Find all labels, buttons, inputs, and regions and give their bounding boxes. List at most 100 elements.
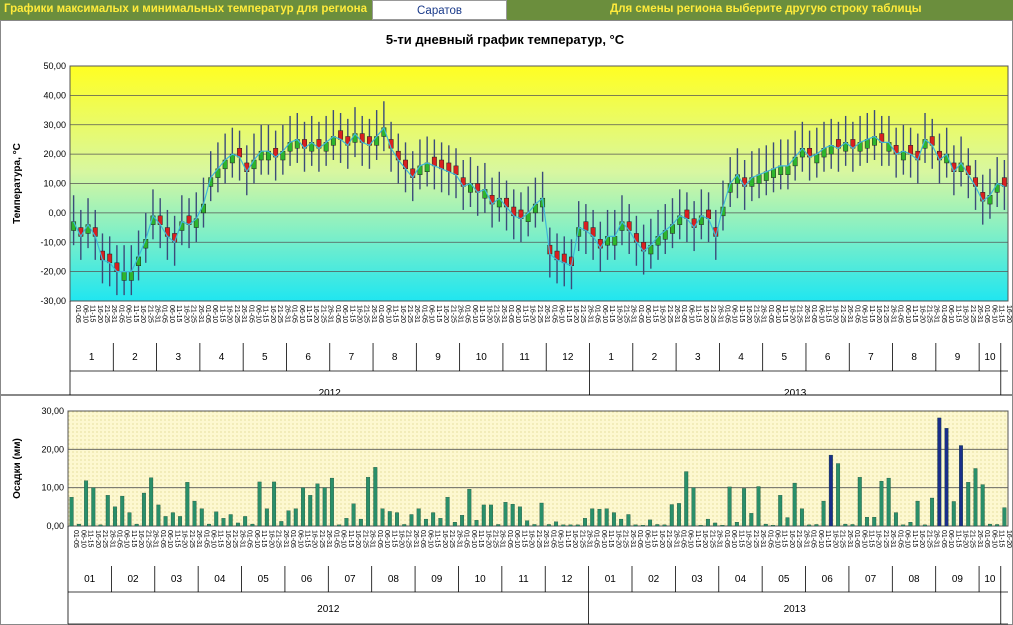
- day-label: 16-20: [1005, 305, 1012, 323]
- precip-bar: [178, 516, 183, 527]
- precip-bar: [951, 501, 956, 527]
- day-label: 11-15: [651, 530, 658, 547]
- month-label: 8: [911, 352, 917, 363]
- day-label: 21-25: [103, 305, 110, 323]
- day-label: 26-31: [802, 530, 809, 548]
- region-cell[interactable]: Саратов: [372, 0, 507, 20]
- day-label: 06-10: [384, 305, 391, 323]
- day-label: 11-15: [694, 530, 701, 547]
- month-label: 01: [84, 574, 96, 585]
- month-label: 07: [344, 574, 356, 585]
- precip-bar: [973, 468, 978, 527]
- precip-bar: [778, 495, 783, 527]
- day-label: 26-31: [759, 530, 766, 548]
- y-tick-label: 30,00: [43, 120, 66, 130]
- day-label: 01-05: [896, 530, 903, 548]
- day-label: 11-15: [738, 305, 745, 322]
- day-label: 06-10: [990, 305, 997, 323]
- month-label: 5: [262, 352, 268, 363]
- day-label: 21-25: [882, 305, 889, 323]
- precip-bar: [662, 524, 667, 527]
- precip-bar: [995, 524, 1000, 527]
- day-label: 16-20: [962, 530, 969, 548]
- candle-body: [431, 156, 437, 167]
- candle-body: [107, 253, 113, 264]
- day-label: 06-10: [904, 530, 911, 548]
- precip-bar: [257, 481, 262, 527]
- precip-bar: [937, 417, 942, 527]
- day-label: 16-20: [312, 305, 319, 323]
- candle-body: [453, 165, 459, 175]
- day-label: 11-15: [781, 305, 788, 322]
- precip-bar: [583, 518, 587, 527]
- day-label: 11-15: [262, 305, 269, 322]
- precip-bar: [843, 523, 848, 527]
- day-label: 06-10: [644, 305, 651, 323]
- month-label: 9: [435, 352, 441, 363]
- y-axis-label: Осадки (мм): [12, 438, 23, 499]
- day-label: 26-31: [933, 305, 940, 323]
- day-label: 01-05: [637, 305, 644, 323]
- day-label: 01-05: [289, 530, 296, 548]
- day-label: 26-31: [976, 530, 983, 548]
- day-label: 21-25: [752, 305, 759, 323]
- month-label: 06: [301, 574, 313, 585]
- candle-body: [612, 236, 618, 246]
- month-label: 02: [128, 574, 140, 585]
- candle-body: [778, 165, 784, 175]
- precip-bar: [836, 463, 841, 527]
- day-label: 21-25: [275, 530, 282, 548]
- candle-body: [439, 159, 445, 170]
- precip-bar: [980, 484, 985, 527]
- precip-bar: [510, 504, 515, 527]
- day-label: 26-31: [499, 530, 506, 548]
- candle-body: [128, 271, 134, 281]
- day-label: 11-15: [348, 305, 355, 322]
- day-label: 21-25: [318, 530, 325, 548]
- day-label: 01-05: [940, 305, 947, 323]
- day-label: 01-05: [940, 530, 947, 548]
- day-label: 26-31: [110, 305, 117, 323]
- precip-bar: [452, 522, 457, 527]
- day-label: 26-31: [673, 305, 680, 323]
- day-label: 01-05: [464, 305, 471, 323]
- day-label: 26-31: [412, 530, 419, 548]
- candle-body: [136, 256, 141, 266]
- day-label: 01-05: [506, 530, 513, 548]
- day-label: 16-20: [962, 305, 969, 323]
- day-label: 11-15: [434, 530, 441, 547]
- day-label: 16-20: [529, 305, 536, 323]
- day-label: 21-25: [144, 530, 151, 548]
- day-label: 11-15: [695, 305, 702, 322]
- day-label: 01-05: [680, 305, 687, 323]
- day-label: 21-25: [796, 305, 803, 323]
- day-label: 06-10: [817, 530, 824, 548]
- day-label: 11-15: [130, 530, 137, 547]
- precip-bar: [525, 520, 530, 527]
- day-label: 11-15: [998, 305, 1005, 322]
- day-label: 16-20: [701, 530, 708, 548]
- day-label: 21-25: [233, 305, 240, 323]
- day-label: 26-31: [629, 530, 636, 548]
- candle-body: [460, 177, 466, 187]
- precip-bar: [944, 428, 949, 527]
- precip-bar: [163, 516, 168, 527]
- precip-bar: [214, 511, 219, 527]
- day-label: 06-10: [123, 530, 130, 548]
- day-label: 11-15: [305, 305, 312, 322]
- day-label: 21-25: [405, 530, 412, 548]
- day-label: 21-25: [361, 530, 368, 548]
- day-label: 16-20: [398, 530, 405, 548]
- day-label: 26-31: [716, 530, 723, 548]
- day-label: 06-10: [166, 530, 173, 548]
- precip-bar: [329, 477, 334, 527]
- precip-bar: [633, 524, 638, 527]
- precip-bar: [250, 523, 255, 527]
- month-label: 11: [518, 574, 529, 585]
- day-label: 16-20: [441, 530, 448, 548]
- candle-body: [338, 130, 344, 140]
- month-label: 7: [868, 352, 874, 363]
- precip-bar: [626, 514, 631, 527]
- precip-bar: [380, 508, 385, 527]
- candle-body: [251, 159, 257, 170]
